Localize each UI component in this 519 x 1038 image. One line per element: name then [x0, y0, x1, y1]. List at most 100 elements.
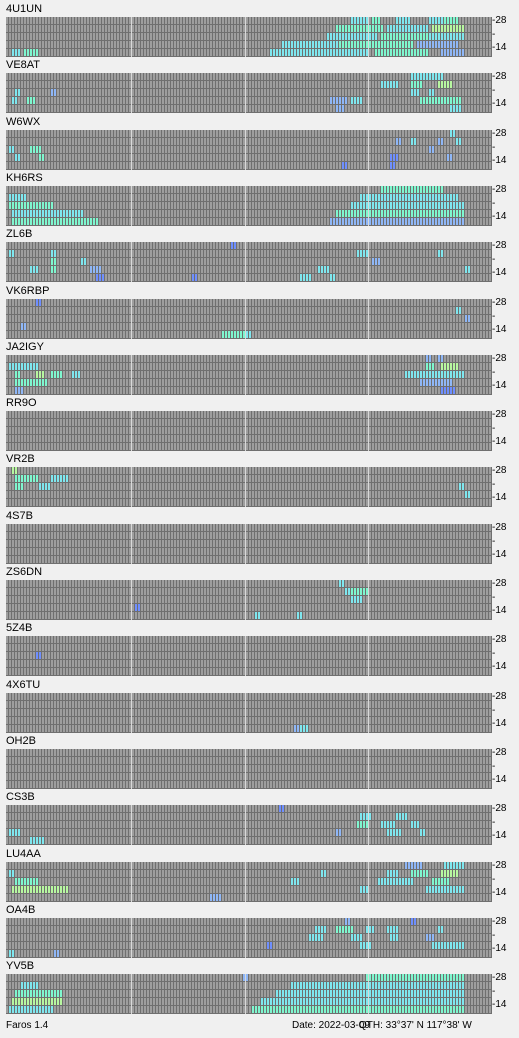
empty-cell [276, 266, 278, 274]
band-mid-label: - [492, 197, 496, 209]
signal-cell [249, 330, 251, 338]
empty-cell [195, 49, 197, 56]
empty-cell [393, 97, 395, 105]
empty-cell [345, 266, 347, 274]
signal-cell [408, 33, 410, 40]
empty-cell [342, 322, 344, 330]
empty-cell [324, 330, 326, 338]
empty-cell [354, 242, 356, 250]
empty-cell [141, 89, 143, 97]
empty-cell [75, 145, 77, 153]
empty-cell [9, 161, 11, 169]
empty-cell [483, 153, 485, 161]
signal-cell [192, 274, 194, 282]
empty-cell [186, 314, 188, 322]
empty-cell [117, 354, 119, 362]
empty-cell [411, 97, 413, 105]
empty-cell [180, 201, 182, 209]
propagation-grid[interactable] [6, 129, 492, 170]
empty-cell [144, 41, 146, 48]
signal-cell [321, 49, 323, 56]
empty-cell [288, 314, 290, 322]
empty-cell [42, 161, 44, 169]
empty-cell [327, 137, 329, 145]
signal-cell [390, 33, 392, 40]
empty-cell [426, 274, 428, 282]
empty-cell [267, 17, 269, 24]
empty-cell [366, 153, 368, 161]
empty-cell [408, 145, 410, 153]
empty-cell [129, 33, 131, 40]
empty-cell [354, 258, 356, 266]
signal-cell [357, 17, 359, 24]
empty-cell [147, 274, 149, 282]
empty-cell [264, 185, 266, 193]
empty-cell [408, 89, 410, 97]
propagation-grid[interactable] [6, 73, 492, 114]
propagation-grid[interactable] [6, 17, 492, 57]
empty-cell [303, 330, 305, 338]
empty-cell [204, 274, 206, 282]
empty-cell [276, 330, 278, 338]
empty-cell [249, 97, 251, 105]
empty-cell [336, 193, 338, 201]
propagation-grid[interactable] [6, 298, 492, 339]
empty-cell [66, 145, 68, 153]
signal-cell [426, 41, 428, 48]
empty-cell [144, 306, 146, 314]
empty-cell [342, 242, 344, 250]
empty-cell [222, 322, 224, 330]
empty-cell [99, 330, 101, 338]
empty-cell [15, 41, 17, 48]
empty-cell [246, 105, 248, 113]
empty-cell [468, 89, 470, 97]
propagation-grid[interactable] [6, 242, 492, 283]
signal-cell [408, 201, 410, 209]
empty-cell [129, 145, 131, 153]
empty-cell [225, 129, 227, 137]
empty-cell [126, 137, 128, 145]
empty-cell [192, 250, 194, 258]
signal-cell [384, 49, 386, 56]
empty-cell [12, 161, 14, 169]
empty-cell [369, 258, 371, 266]
signal-cell [450, 25, 452, 32]
empty-cell [315, 322, 317, 330]
empty-cell [324, 81, 326, 89]
empty-cell [282, 137, 284, 145]
empty-cell [216, 153, 218, 161]
empty-cell [369, 49, 371, 56]
signal-cell [348, 33, 350, 40]
empty-cell [120, 217, 122, 225]
empty-cell [93, 89, 95, 97]
empty-cell [27, 145, 29, 153]
empty-cell [489, 193, 491, 201]
empty-cell [207, 354, 209, 362]
propagation-grid[interactable] [6, 185, 492, 226]
empty-cell [132, 81, 134, 89]
empty-cell [300, 266, 302, 274]
signal-cell [411, 73, 413, 81]
propagation-grid[interactable] [6, 354, 492, 395]
empty-cell [87, 153, 89, 161]
empty-cell [117, 266, 119, 274]
empty-cell [462, 242, 464, 250]
empty-cell [480, 81, 482, 89]
empty-cell [465, 25, 467, 32]
empty-cell [222, 201, 224, 209]
empty-cell [228, 97, 230, 105]
empty-cell [291, 17, 293, 24]
signal-cell [231, 330, 233, 338]
empty-cell [285, 298, 287, 306]
empty-cell [216, 17, 218, 24]
empty-cell [483, 242, 485, 250]
empty-cell [378, 145, 380, 153]
empty-cell [201, 354, 203, 362]
empty-cell [132, 201, 134, 209]
empty-cell [438, 330, 440, 338]
beacon-callsign: W6WX [6, 115, 41, 128]
empty-cell [75, 201, 77, 209]
empty-cell [318, 217, 320, 225]
empty-cell [234, 89, 236, 97]
empty-cell [285, 330, 287, 338]
